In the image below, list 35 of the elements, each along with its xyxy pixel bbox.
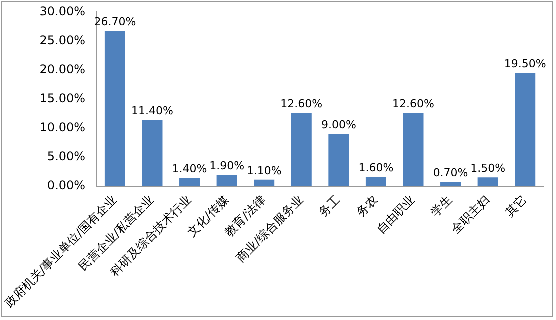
y-tick-label: 5.00% bbox=[47, 149, 86, 164]
y-tick-label: 20.00% bbox=[40, 62, 86, 76]
data-label: 1.50% bbox=[470, 162, 506, 175]
x-tick-label: 务工 bbox=[316, 192, 344, 220]
bar bbox=[142, 120, 163, 186]
data-label: 26.70% bbox=[94, 16, 136, 29]
data-label: 12.60% bbox=[280, 98, 323, 111]
bar bbox=[366, 176, 386, 186]
x-tick-label: 务农 bbox=[354, 192, 381, 220]
bar bbox=[478, 178, 498, 186]
y-tick-label: 30.00% bbox=[40, 4, 86, 18]
data-label: 1.60% bbox=[358, 161, 394, 174]
bar bbox=[180, 178, 200, 186]
data-label: 0.70% bbox=[433, 166, 468, 180]
bar bbox=[104, 31, 126, 186]
data-label: 19.50% bbox=[504, 57, 546, 70]
data-label: 12.60% bbox=[392, 98, 434, 111]
bar bbox=[515, 73, 536, 186]
x-tick-label: 其它 bbox=[502, 192, 530, 220]
bar bbox=[328, 134, 350, 186]
x-tick-label: 学生 bbox=[428, 192, 456, 220]
y-tick-label: 15.00% bbox=[40, 91, 86, 106]
y-tick-label: 0.00% bbox=[47, 178, 86, 192]
bar bbox=[403, 113, 424, 186]
data-label: 1.90% bbox=[210, 160, 245, 173]
bar bbox=[216, 175, 238, 186]
y-tick-label: 10.00% bbox=[40, 120, 86, 134]
data-label: 1.40% bbox=[172, 162, 208, 176]
data-label: 11.40% bbox=[132, 104, 174, 118]
bar bbox=[291, 113, 312, 186]
data-label: 9.00% bbox=[321, 118, 356, 132]
data-label: 1.10% bbox=[246, 164, 282, 178]
bar bbox=[440, 182, 462, 186]
bar bbox=[254, 180, 275, 186]
y-tick-label: 25.00% bbox=[40, 33, 86, 48]
